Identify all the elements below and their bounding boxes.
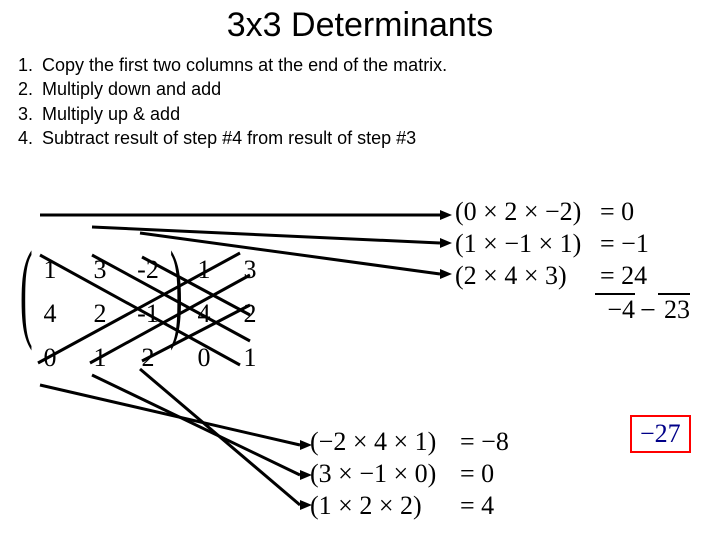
step-num: 4. <box>18 126 42 150</box>
matrix-cell: 2 <box>80 299 120 329</box>
diagram-area: ( ) 13-21342-14201201 (0 × 2 × −2)= 0(1 … <box>0 175 720 535</box>
matrix-cell: 1 <box>230 343 270 373</box>
matrix-cell: -2 <box>128 255 168 285</box>
down-product-value: = −1 <box>600 229 649 259</box>
arrow-right-icon <box>440 269 452 279</box>
matrix-cell: 2 <box>230 299 270 329</box>
matrix-cell: 2 <box>128 343 168 373</box>
matrix-paren-left: ( <box>20 227 33 354</box>
matrix-cell: 1 <box>184 255 224 285</box>
arrow-right-icon <box>440 238 452 248</box>
result-value: −27 <box>640 419 681 448</box>
minus-sign: − <box>640 295 656 327</box>
down-product-value: = 0 <box>600 197 634 227</box>
down-product: (2 × 4 × 3) <box>455 261 567 291</box>
step-num: 3. <box>18 102 42 126</box>
matrix-cell: 0 <box>184 343 224 373</box>
down-product-value: = 24 <box>600 261 647 291</box>
up-product-value: = −8 <box>460 427 509 457</box>
step-num: 1. <box>18 53 42 77</box>
step-text: Subtract result of step #4 from result o… <box>42 126 416 150</box>
matrix-paren-right: ) <box>170 227 183 354</box>
up-product-value: = 0 <box>460 459 494 489</box>
matrix-cell: 3 <box>80 255 120 285</box>
page-title: 3x3 Determinants <box>0 0 720 45</box>
step-text: Multiply down and add <box>42 77 221 101</box>
matrix-cell: 3 <box>230 255 270 285</box>
up-product: (−2 × 4 × 1) <box>310 427 436 457</box>
matrix-cell: 4 <box>30 299 70 329</box>
matrix-cell: 1 <box>30 255 70 285</box>
step: 4.Subtract result of step #4 from result… <box>18 126 720 150</box>
step: 1.Copy the first two columns at the end … <box>18 53 720 77</box>
matrix-cell: 0 <box>30 343 70 373</box>
up-product: (1 × 2 × 2) <box>310 491 422 521</box>
result-box: −27 <box>630 415 691 453</box>
step-text: Multiply up & add <box>42 102 180 126</box>
down-product: (0 × 2 × −2) <box>455 197 581 227</box>
subtract-right: 23 <box>658 293 690 325</box>
arrow-right-icon <box>440 210 452 220</box>
matrix-cell: 1 <box>80 343 120 373</box>
steps-list: 1.Copy the first two columns at the end … <box>0 53 720 150</box>
up-product: (3 × −1 × 0) <box>310 459 436 489</box>
step: 2.Multiply down and add <box>18 77 720 101</box>
step: 3.Multiply up & add <box>18 102 720 126</box>
matrix-cell: 4 <box>184 299 224 329</box>
down-product: (1 × −1 × 1) <box>455 229 581 259</box>
up-product-value: = 4 <box>460 491 494 521</box>
step-num: 2. <box>18 77 42 101</box>
down-sum: −4 <box>595 293 635 325</box>
step-text: Copy the first two columns at the end of… <box>42 53 447 77</box>
matrix-cell: -1 <box>128 299 168 329</box>
